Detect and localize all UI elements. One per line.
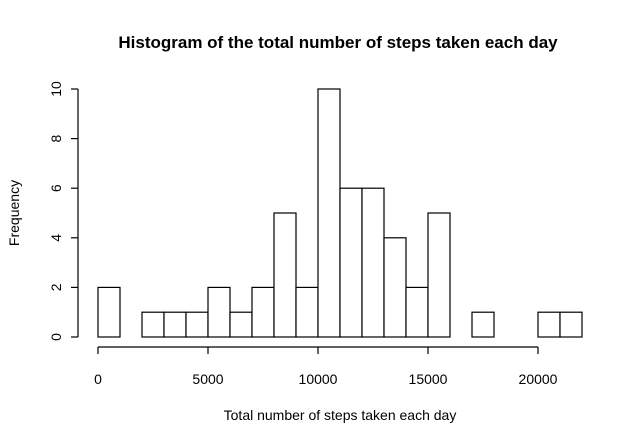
x-tick-label-3: 15000: [409, 371, 448, 387]
histogram-bar-6: [229, 311, 253, 338]
histogram-bar-10: [317, 88, 341, 338]
x-tick-label-0: 0: [94, 371, 102, 387]
histogram-bar-11: [339, 187, 363, 338]
histogram-bar-9: [295, 286, 319, 338]
histogram-bar-3: [163, 311, 187, 338]
x-axis-label: Total number of steps taken each day: [224, 407, 457, 423]
histogram-bar-2: [141, 311, 165, 338]
histogram-bar-4: [185, 311, 209, 338]
histogram-bar-8: [273, 212, 297, 338]
y-axis-label: Frequency: [6, 180, 22, 246]
histogram-bar-20: [537, 311, 561, 338]
histogram-bar-0: [97, 286, 121, 338]
x-tick-label-4: 20000: [519, 371, 558, 387]
y-axis: 0 2 4 6 8 10: [48, 81, 79, 341]
histogram-bar-17: [471, 311, 495, 338]
y-tick-label-3: 6: [48, 184, 64, 192]
y-tick-label-4: 8: [48, 134, 64, 142]
x-tick-label-1: 5000: [192, 371, 223, 387]
y-tick-label-2: 4: [48, 234, 64, 242]
bars-group: [97, 88, 583, 338]
histogram-bar-14: [405, 286, 429, 338]
histogram-bar-5: [207, 286, 231, 338]
histogram-bar-13: [383, 237, 407, 338]
y-tick-label-5: 10: [48, 81, 64, 97]
y-tick-label-1: 2: [48, 283, 64, 291]
x-tick-label-2: 10000: [299, 371, 338, 387]
histogram-bar-12: [361, 187, 385, 338]
chart-title: Histogram of the total number of steps t…: [118, 33, 558, 52]
histogram-bar-7: [251, 286, 275, 338]
x-axis: 0 5000 10000 15000 20000: [94, 346, 558, 387]
histogram-bar-21: [559, 311, 583, 338]
histogram-bar-15: [427, 212, 451, 338]
y-tick-label-0: 0: [48, 333, 64, 341]
